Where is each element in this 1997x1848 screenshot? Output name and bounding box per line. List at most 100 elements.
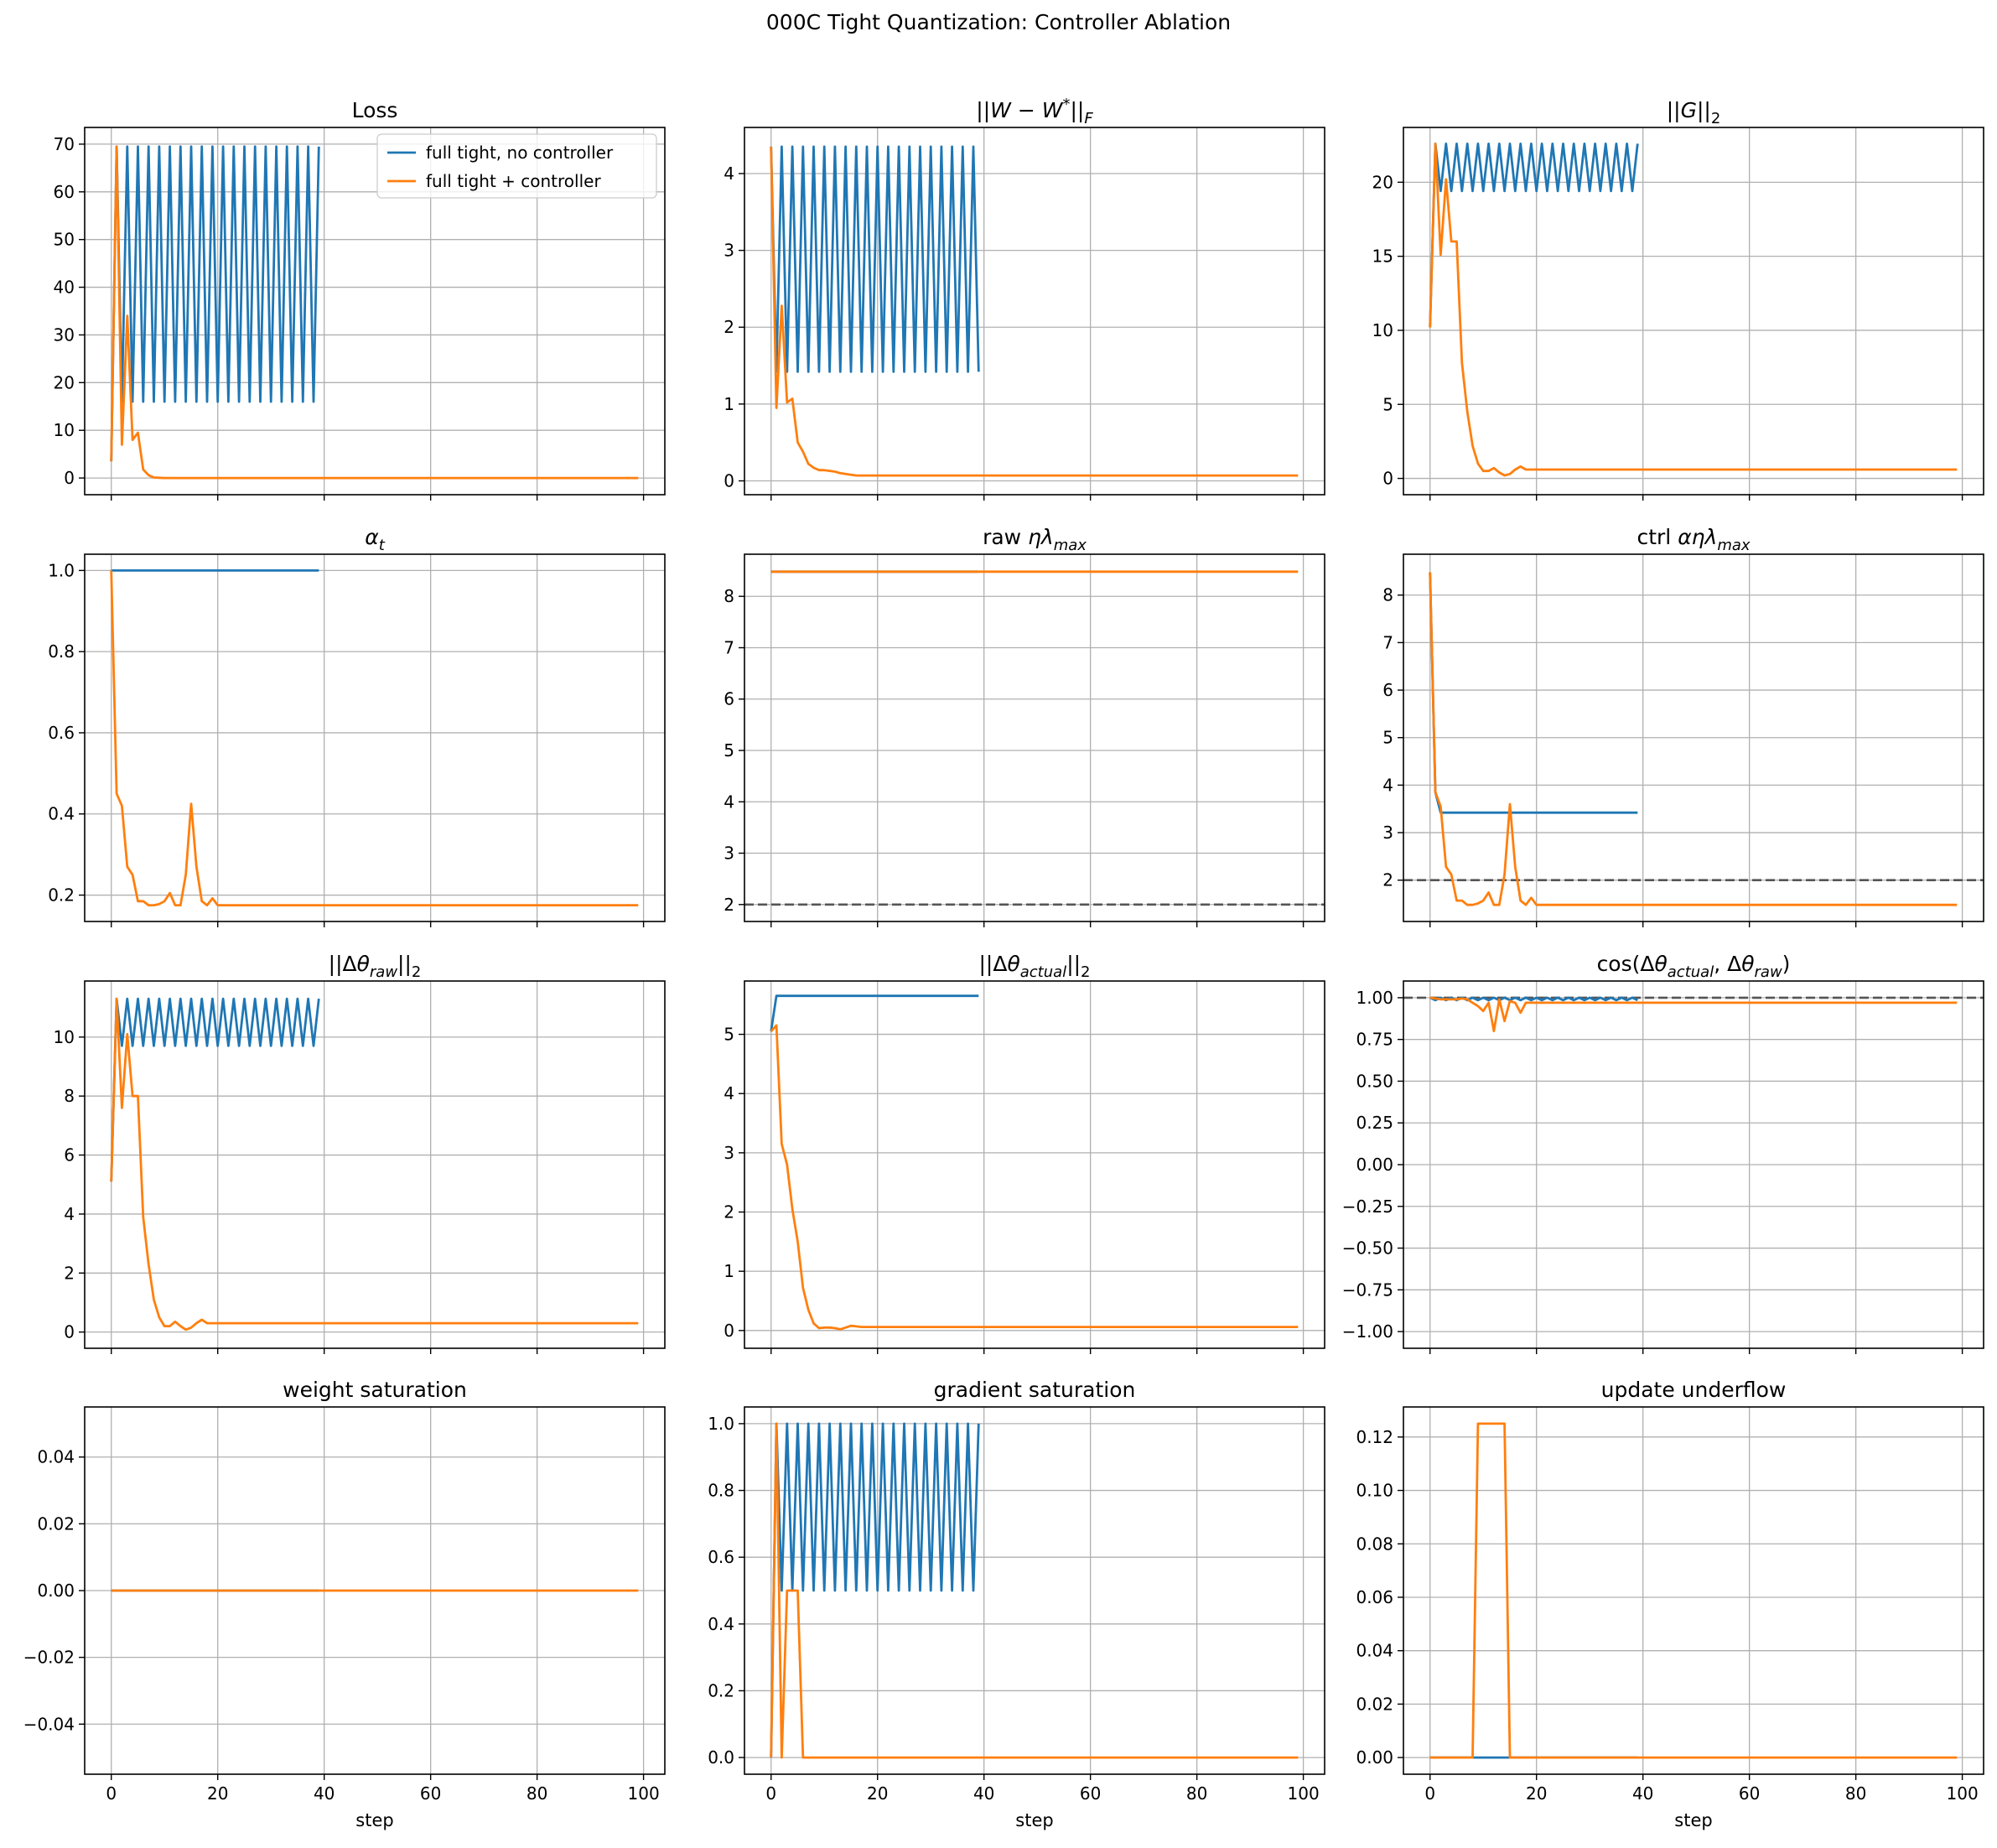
series-no-controller <box>110 997 320 1182</box>
panel-title: update underflow <box>1601 1378 1787 1402</box>
series-group <box>110 569 639 906</box>
y-tick-label: 1.0 <box>708 1414 734 1434</box>
y-tick-label: 7 <box>1382 632 1393 652</box>
x-tick-label: 40 <box>314 1783 335 1804</box>
y-tick-label: 0.02 <box>37 1513 75 1534</box>
y-tick-label: 0.00 <box>1356 1747 1393 1768</box>
x-tick-label: 60 <box>1080 1783 1101 1804</box>
series-controller <box>1429 572 1958 906</box>
series-group <box>110 997 639 1331</box>
x-tick-label: 40 <box>973 1783 994 1804</box>
y-tick-label: 2 <box>724 1202 734 1222</box>
y-tick-label: −0.75 <box>1342 1280 1393 1300</box>
panel-title: ||G||2 <box>1667 98 1721 127</box>
x-tick-label: 80 <box>1186 1783 1207 1804</box>
y-tick-label: 0.06 <box>1356 1587 1393 1607</box>
subplot-3: 0 5 10 15 20 ||G||2 <box>1372 98 1984 501</box>
y-tick-label: 3 <box>724 844 734 864</box>
subplot-9: −1.00 −0.75 −0.50 −0.25 0.00 0.25 0.50 0.75 1.00… <box>1342 952 1984 1354</box>
y-tick-label: 0.00 <box>1356 1155 1393 1175</box>
series-group <box>770 145 1299 477</box>
y-tick-label: 6 <box>64 1145 75 1165</box>
y-tick-label: 0.8 <box>708 1481 734 1501</box>
y-tick-label: 1.00 <box>1356 988 1393 1008</box>
x-tick-label: 80 <box>1845 1783 1866 1804</box>
y-tick-label: 10 <box>1372 320 1393 340</box>
y-tick-label: 0.12 <box>1356 1427 1393 1447</box>
y-tick-label: 4 <box>1382 775 1393 795</box>
x-tick-label: 100 <box>628 1783 660 1804</box>
y-tick-label: 0 <box>1382 469 1393 489</box>
y-tick-label: 20 <box>1372 172 1393 192</box>
axes-frame <box>84 127 666 496</box>
x-tick-label: 100 <box>1288 1783 1320 1804</box>
series-group <box>1429 1422 1958 1759</box>
y-tick-label: 0.6 <box>708 1547 734 1567</box>
y-tick-label: 0.4 <box>708 1614 734 1634</box>
series-group <box>770 994 1299 1331</box>
y-tick-label: 5 <box>724 740 734 760</box>
y-tick-label: 1.0 <box>48 560 75 580</box>
y-tick-label: 0.25 <box>1356 1113 1393 1133</box>
panel-title: ctrl αηλmax <box>1637 525 1750 554</box>
y-tick-label: 0.2 <box>48 885 75 906</box>
subplot-12: 0.00 0.02 0.04 0.06 0.08 0.10 0.12 0 20 40 60 80 100… <box>1356 1378 1984 1830</box>
y-tick-label: 0.04 <box>37 1447 75 1467</box>
panel-title: ||Δθraw||2 <box>329 952 422 981</box>
y-tick-label: 5 <box>724 1025 734 1045</box>
x-tick-label: 80 <box>526 1783 547 1804</box>
y-tick-label: −0.25 <box>1342 1197 1393 1217</box>
y-tick-label: 8 <box>724 586 734 606</box>
panel-title: weight saturation <box>283 1378 467 1402</box>
y-tick-label: 0.8 <box>48 641 75 662</box>
x-tick-label: 0 <box>1424 1783 1435 1804</box>
x-tick-label: 60 <box>420 1783 441 1804</box>
y-tick-label: 60 <box>54 182 75 202</box>
legend-label: full tight, no controller <box>426 143 614 163</box>
y-tick-label: 0 <box>64 1322 75 1342</box>
x-tick-label: 0 <box>106 1783 117 1804</box>
y-tick-label: −1.00 <box>1342 1321 1393 1342</box>
subplot-5: 2 3 4 5 6 7 8 raw ηλmax <box>724 525 1325 927</box>
grid <box>744 981 1325 1348</box>
y-tick-label: 0 <box>64 468 75 488</box>
panel-title: cos(Δθactual, Δθraw) <box>1597 952 1791 981</box>
y-tick-label: 0.75 <box>1356 1030 1393 1050</box>
y-tick-label: 7 <box>724 637 734 657</box>
legend-box <box>376 133 657 199</box>
series-group <box>1429 572 1958 906</box>
panel-title: αt <box>365 525 385 554</box>
panel-title: Loss <box>352 98 398 122</box>
subplot-10: −0.04 −0.02 0.00 0.02 0.04 0 20 40 60 80 100 step we… <box>23 1378 666 1830</box>
axes-frame <box>744 1406 1325 1775</box>
y-tick-label: 0.0 <box>708 1747 734 1768</box>
axes-frame <box>84 553 666 922</box>
y-tick-label: 0.10 <box>1356 1481 1393 1501</box>
y-tick-label: 2 <box>724 895 734 915</box>
y-tick-label: 70 <box>54 134 75 154</box>
x-tick-label: 20 <box>207 1783 228 1804</box>
figure-title: 000C Tight Quantization: Controller Abla… <box>766 10 1231 34</box>
y-tick-label: 0.00 <box>37 1581 75 1601</box>
y-tick-label: 0.04 <box>1356 1641 1393 1661</box>
subplot-7: 0 2 4 6 8 10 ||Δθraw||2 <box>54 952 666 1354</box>
series-controller <box>770 1024 1299 1331</box>
series-no-controller <box>770 994 979 1032</box>
series-no-controller <box>110 145 320 462</box>
subplot-4: 0.2 0.4 0.6 0.8 1.0 αt <box>48 525 666 927</box>
y-tick-label: 6 <box>1382 680 1393 700</box>
y-tick-label: 1 <box>724 1261 734 1281</box>
y-tick-label: 30 <box>54 324 75 345</box>
subplot-8: 0 1 2 3 4 5 ||Δθactual||2 <box>724 952 1325 1354</box>
y-tick-label: 3 <box>724 1143 734 1163</box>
x-axis-label: step <box>1674 1810 1712 1830</box>
y-tick-label: 0.08 <box>1356 1534 1393 1554</box>
grid <box>85 981 665 1348</box>
y-tick-label: 0 <box>724 471 734 491</box>
y-tick-label: 2 <box>724 317 734 337</box>
y-tick-label: 10 <box>54 420 75 440</box>
x-axis-label: step <box>355 1810 393 1830</box>
y-tick-label: 4 <box>64 1204 75 1224</box>
y-tick-label: 5 <box>1382 394 1393 414</box>
